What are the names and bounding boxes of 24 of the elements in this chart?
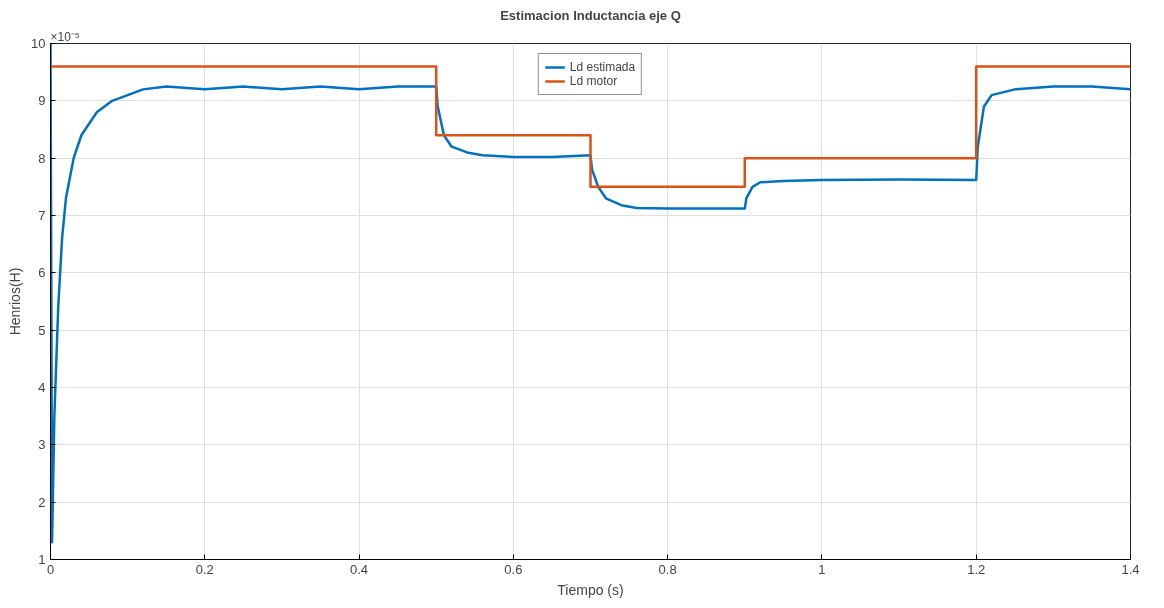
y-tick-label: 2 <box>38 494 46 510</box>
y-tick-label: 10 <box>31 36 46 51</box>
y-tick-label: 7 <box>38 208 46 223</box>
x-tick-label: 0.8 <box>658 561 677 577</box>
x-tick-label: 1.2 <box>967 561 986 577</box>
x-tick-label: 1 <box>818 561 826 577</box>
line-series <box>50 43 1131 544</box>
y-tick-label: 6 <box>38 265 46 281</box>
x-tick-label: 0.6 <box>504 561 523 577</box>
y-axis-title: Henrios(H) <box>7 267 24 336</box>
x-axis-title: Tiempo (s) <box>557 581 624 598</box>
y-tick-label: 4 <box>38 380 46 395</box>
chart-title: Estimacion Inductancia eje Q <box>500 7 681 23</box>
y-tick-label: 3 <box>38 437 46 453</box>
x-tick-label: 0.4 <box>350 561 369 577</box>
y-tick-label: 9 <box>38 93 46 109</box>
legend-label: Ld estimada <box>569 60 636 74</box>
legend-label: Ld motor <box>569 74 618 88</box>
annotation: ×10⁻⁵ <box>50 29 80 44</box>
x-tick-label: 0 <box>46 561 55 577</box>
y-tick-label: 8 <box>38 150 46 166</box>
y-tick-label: 5 <box>38 322 46 338</box>
x-tick-label: 1.4 <box>1121 561 1140 577</box>
x-tick-label: 0.2 <box>195 561 214 577</box>
